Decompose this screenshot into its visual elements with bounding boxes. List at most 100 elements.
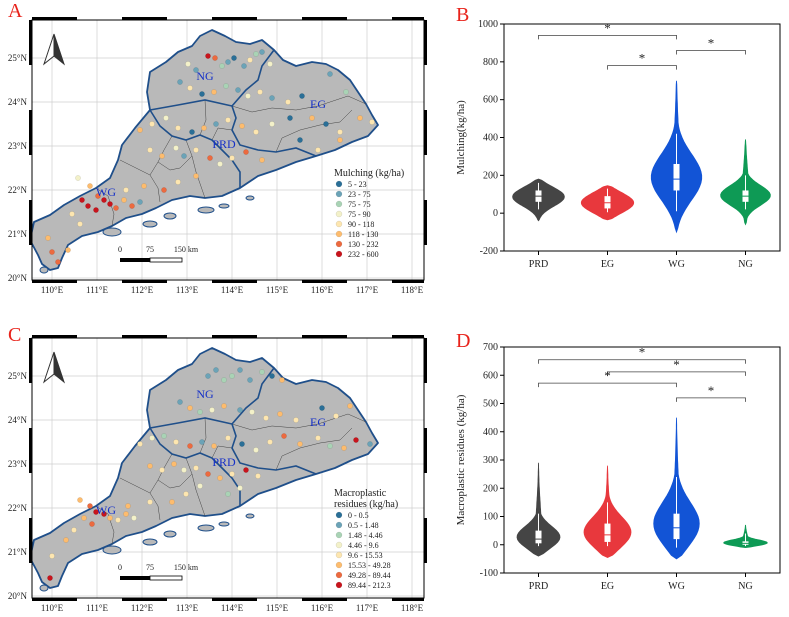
legend-item-label: 0.5 - 1.48	[348, 521, 379, 530]
sample-point	[223, 83, 229, 89]
sample-point	[137, 199, 143, 205]
county-border	[185, 457, 206, 517]
lon-tick-label: 115°E	[266, 285, 289, 295]
significance-star: *	[604, 20, 611, 35]
sample-point	[197, 483, 203, 489]
legend-swatch	[335, 220, 343, 228]
y-tick-label: 300	[483, 455, 498, 466]
county-border	[211, 127, 233, 141]
box-eg	[604, 523, 611, 542]
sample-point	[177, 79, 183, 85]
sample-point	[131, 515, 137, 521]
lon-tick-label: 114°E	[221, 285, 244, 295]
lon-tick-label: 111°E	[86, 603, 108, 613]
sample-point	[181, 467, 187, 473]
scale-label: 75	[146, 563, 154, 572]
sample-point	[141, 183, 147, 189]
violin-chart-mulching: -200 0 200 400 600 800 1000 PRD EG WG NG Mulching(k…	[455, 19, 781, 270]
scale-label: 150 km	[174, 563, 199, 572]
county-border	[199, 417, 207, 454]
frame-segment	[122, 598, 167, 601]
sample-point	[75, 175, 81, 181]
sample-point	[123, 187, 129, 193]
sample-point	[333, 413, 339, 419]
sample-point	[357, 115, 363, 121]
legend-swatch	[335, 240, 343, 248]
lon-tick-label: 113°E	[176, 285, 199, 295]
island	[102, 545, 122, 555]
sample-point	[181, 153, 187, 159]
sample-point	[201, 125, 207, 131]
violin-chart-macroplastic: -100 0 100 200 300 400 500 600 700 PRD EG WG NG Macro…	[455, 342, 781, 592]
sample-point	[205, 471, 211, 477]
significance-bracket	[538, 382, 677, 388]
sample-point	[269, 121, 275, 127]
sample-point	[49, 249, 55, 255]
island	[245, 195, 255, 201]
sample-point	[253, 447, 259, 453]
legend-swatch	[335, 230, 343, 238]
sample-point	[107, 515, 113, 521]
sample-point	[159, 153, 165, 159]
sample-point	[247, 377, 253, 383]
sample-point	[129, 203, 135, 209]
lat-tick-label: 24°N	[8, 97, 28, 107]
legend-swatch	[335, 210, 343, 218]
sample-point	[149, 435, 155, 441]
lat-tick-label: 21°N	[8, 229, 28, 239]
sample-point	[147, 147, 153, 153]
legend-swatch	[335, 180, 343, 188]
region-label-ng: NG	[196, 69, 214, 83]
frame-segment	[424, 428, 427, 473]
frame-segment	[392, 280, 424, 283]
sample-point	[229, 471, 235, 477]
island	[142, 220, 158, 228]
legend-item-label: 90 - 118	[348, 220, 374, 229]
legend-item-label: 75 - 90	[348, 210, 371, 219]
frame-segment	[424, 518, 427, 563]
sample-point	[147, 499, 153, 505]
sample-point	[315, 435, 321, 441]
lat-tick-label: 23°N	[8, 459, 28, 469]
legend-swatch	[335, 250, 343, 258]
north-arrow-icon	[42, 351, 66, 384]
lon-tick-label: 112°E	[131, 285, 154, 295]
legend-item-label: 9.6 - 15.53	[348, 551, 383, 560]
sample-point	[45, 235, 51, 241]
scale-bar-white	[149, 257, 183, 263]
violin-prd	[516, 462, 561, 557]
sample-point	[281, 433, 287, 439]
scale-label: 150 km	[174, 245, 199, 254]
x-tick-label: WG	[668, 259, 685, 270]
sample-point	[221, 403, 227, 409]
sample-point	[259, 49, 265, 55]
sample-point	[327, 71, 333, 77]
sample-point	[369, 119, 375, 125]
sample-point	[237, 407, 243, 413]
y-tick-label: 200	[483, 170, 498, 181]
y-axis-label: Macroplastic residues (kg/ha)	[455, 394, 467, 525]
region-border	[231, 49, 275, 107]
sample-point	[212, 55, 218, 61]
scale-bar-black	[120, 258, 150, 262]
island	[142, 538, 158, 546]
region-border	[149, 417, 317, 475]
sample-point	[239, 441, 245, 447]
island	[39, 266, 49, 274]
sample-point	[259, 157, 265, 163]
significance-bracket	[676, 50, 746, 55]
significance-star: *	[708, 383, 715, 398]
sample-point	[161, 433, 167, 439]
county-border	[149, 453, 173, 494]
sample-point	[49, 553, 55, 559]
sample-point	[323, 121, 329, 127]
sample-point	[269, 95, 275, 101]
y-tick-label: 600	[483, 370, 498, 381]
frame-segment	[424, 200, 427, 245]
sample-point	[197, 409, 203, 415]
legend-swatch	[335, 561, 343, 569]
sample-point	[229, 155, 235, 161]
sample-point	[187, 85, 193, 91]
legend-item-label: 23 - 75	[348, 190, 371, 199]
legend-swatch	[335, 190, 343, 198]
